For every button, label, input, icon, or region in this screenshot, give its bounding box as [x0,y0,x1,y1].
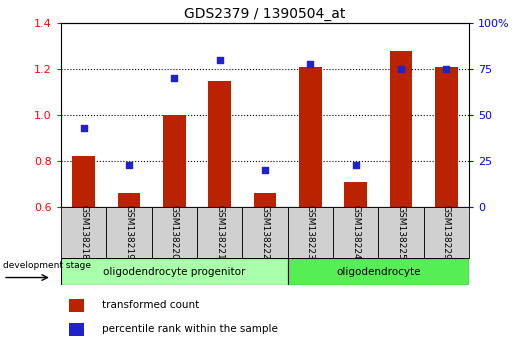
Bar [208,81,231,207]
Bar [118,193,140,207]
Bar [72,156,95,207]
Text: GSM138229: GSM138229 [442,205,451,260]
Bar [163,115,186,207]
Bar [288,207,333,258]
Bar [423,207,469,258]
Bar [152,207,197,258]
Bar [333,207,378,258]
Point [80,125,88,131]
Bar [69,299,84,312]
Point [351,162,360,167]
Bar [242,207,288,258]
Bar [69,323,84,336]
Text: percentile rank within the sample: percentile rank within the sample [102,325,278,335]
Text: GSM138218: GSM138218 [79,205,88,260]
Text: GSM138220: GSM138220 [170,205,179,260]
Bar [107,207,152,258]
Bar [288,258,469,285]
Bar [378,207,423,258]
Bar [61,207,107,258]
Bar [435,67,458,207]
Text: GSM138219: GSM138219 [125,205,134,260]
Bar [390,51,412,207]
Point [442,66,450,72]
Text: oligodendrocyte progenitor: oligodendrocyte progenitor [103,267,245,277]
Bar [299,67,322,207]
Text: GSM138221: GSM138221 [215,205,224,260]
Point [261,167,269,173]
Point [170,75,179,81]
Bar [254,193,276,207]
Bar [197,207,242,258]
Text: GSM138225: GSM138225 [396,205,405,260]
Point [215,57,224,63]
Point [125,162,133,167]
Bar [344,182,367,207]
Bar [61,258,288,285]
Text: GSM138223: GSM138223 [306,205,315,260]
Point [306,61,315,66]
Text: GSM138224: GSM138224 [351,205,360,260]
Title: GDS2379 / 1390504_at: GDS2379 / 1390504_at [184,7,346,21]
Text: transformed count: transformed count [102,301,199,310]
Text: GSM138222: GSM138222 [261,205,269,260]
Text: oligodendrocyte: oligodendrocyte [336,267,421,277]
Point [397,66,405,72]
Text: development stage: development stage [3,261,91,270]
